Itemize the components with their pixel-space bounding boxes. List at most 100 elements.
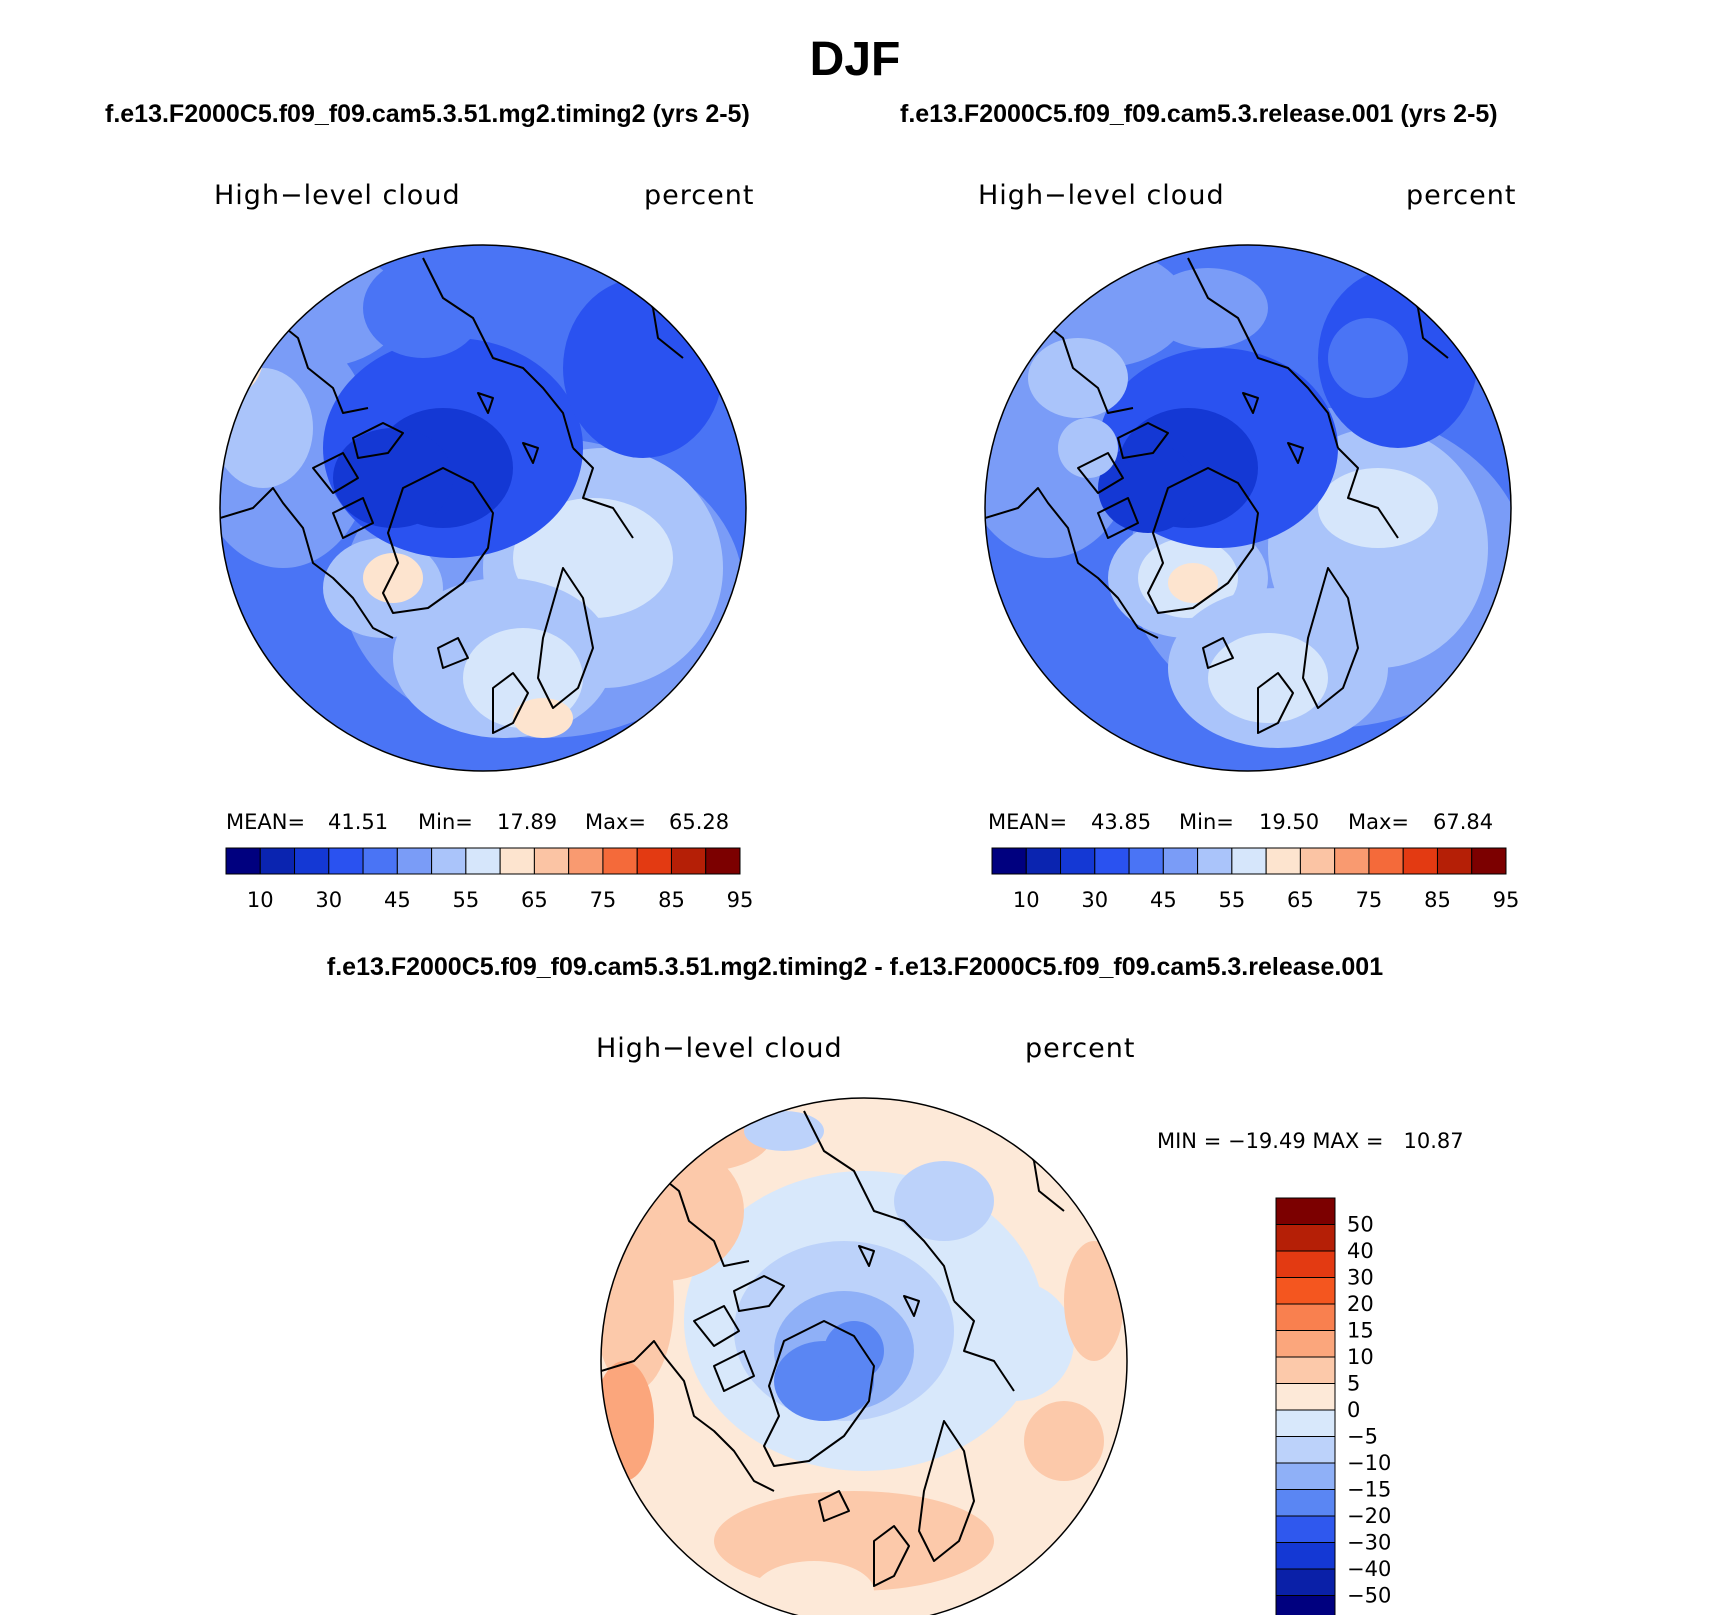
panel-2-colorbar-tick-label: 30: [1081, 888, 1108, 912]
difference-minmax-text: MIN = −19.49 MAX = 10.87: [1157, 1129, 1464, 1153]
panel-1-mean-value: 41.51: [328, 810, 389, 834]
panel-1-colorbar-box: [259, 847, 296, 875]
panel-1-colorbar-box: [670, 847, 707, 875]
difference-colorbar-box: [1275, 1356, 1336, 1384]
panel-2-map-contour-fill: [1148, 268, 1268, 348]
panel-1-min-value: 17.89: [497, 810, 558, 834]
panel-2-colorbar-tick-label: 75: [1356, 888, 1383, 912]
panel-2-colorbar-box: [1436, 847, 1473, 875]
difference-colorbar-tick-label: −50: [1347, 1584, 1391, 1608]
panel-1-colorbar-box: [568, 847, 604, 875]
panel-2-colorbar-tick-label: 95: [1493, 888, 1520, 912]
difference-colorbar-tick-label: 30: [1347, 1266, 1374, 1290]
difference-title: f.e13.F2000C5.f09_f09.cam5.3.51.mg2.timi…: [326, 953, 1384, 981]
panel-2-max-label: Max=: [1348, 810, 1410, 834]
panel-1-map-contour-fill: [563, 278, 723, 458]
panel-2-colorbar-tick-label: 45: [1150, 888, 1177, 912]
panel-1-mean-label: MEAN=: [226, 810, 306, 834]
panel-1-colorbar-tick-label: 10: [247, 888, 274, 912]
difference-colorbar-tick-label: 40: [1347, 1239, 1374, 1263]
difference-colorbar-box: [1275, 1568, 1336, 1596]
difference-colorbar-tick-label: 20: [1347, 1292, 1374, 1316]
panel-1-colorbar-box: [294, 847, 330, 875]
panel-2-colorbar-box: [991, 847, 1027, 875]
panel-2-map: [985, 245, 1511, 771]
difference-colorbar-box: [1275, 1277, 1336, 1305]
difference-colorbar-tick-label: −40: [1347, 1557, 1391, 1581]
panel-1-min-label: Min=: [418, 810, 473, 834]
panel-1-colorbar-tick-label: 30: [315, 888, 342, 912]
difference-map: [601, 1098, 1127, 1615]
panel-2-colorbar-box: [1128, 847, 1164, 875]
panel-2-colorbar-box: [1334, 847, 1370, 875]
panel-1-map-contour-fill: [363, 258, 483, 358]
difference-map-contour-fill: [824, 1321, 884, 1381]
difference-colorbar-tick-label: −10: [1347, 1451, 1391, 1475]
panel-1-colorbar-box: [225, 847, 261, 875]
panel-2-colorbar-tick-label: 55: [1218, 888, 1245, 912]
difference-colorbar-tick-label: −5: [1347, 1425, 1378, 1449]
panel-1-colorbar-box: [362, 847, 398, 875]
panel-2-units-label: percent: [1406, 180, 1517, 211]
panel-1-variable-label: High−level cloud: [214, 180, 461, 211]
difference-colorbar-box: [1275, 1409, 1336, 1437]
difference-map-contour-fill: [1024, 1401, 1104, 1481]
panel-1-colorbar-box: [705, 847, 741, 875]
difference-colorbar-box: [1275, 1224, 1336, 1252]
panel-1-map-contour-fill: [363, 553, 423, 603]
difference-colorbar-box: [1275, 1515, 1336, 1543]
panel-2-colorbar-tick-label: 10: [1013, 888, 1040, 912]
panel-2-case-title: f.e13.F2000C5.f09_f09.cam5.3.release.001…: [900, 100, 1498, 128]
panel-1-colorbar-box: [636, 847, 672, 875]
panel-2-mean-value: 43.85: [1091, 810, 1152, 834]
difference-map-contour-fill: [894, 1161, 994, 1241]
panel-1-colorbar-tick-label: 75: [590, 888, 617, 912]
panel-2-colorbar-tick-label: 85: [1424, 888, 1451, 912]
difference-colorbar-box: [1275, 1197, 1336, 1225]
difference-colorbar-tick-label: 15: [1347, 1319, 1374, 1343]
panel-2-map-contour-fill: [1028, 338, 1128, 418]
panel-2-colorbar-box: [1299, 847, 1336, 875]
difference-colorbar-box: [1275, 1383, 1336, 1411]
panel-1-case-title: f.e13.F2000C5.f09_f09.cam5.3.51.mg2.timi…: [105, 100, 750, 128]
panel-1-max-value: 65.28: [669, 810, 730, 834]
difference-map-contour-fill: [954, 1281, 1074, 1401]
panel-2-max-value: 67.84: [1433, 810, 1494, 834]
panel-1-map: [220, 245, 746, 771]
difference-map-contour-fill: [744, 1111, 824, 1151]
panel-2-colorbar-box: [1402, 847, 1438, 875]
panel-2-map-contour-fill: [1058, 418, 1118, 478]
panel-1-colorbar-tick-label: 85: [658, 888, 685, 912]
panel-1-map-contour-fill: [220, 368, 313, 488]
panel-1-colorbar-box: [431, 847, 467, 875]
panel-1-max-label: Max=: [585, 810, 647, 834]
panel-2-colorbar-box: [1471, 847, 1507, 875]
difference-colorbar-tick-label: 10: [1347, 1345, 1374, 1369]
panel-1-map-contour-fill: [333, 428, 453, 528]
panel-2-map-contour-fill: [1168, 563, 1218, 603]
panel-1-units-label: percent: [644, 180, 755, 211]
difference-colorbar-box: [1275, 1595, 1336, 1615]
panel-1-colorbar-tick-label: 45: [384, 888, 411, 912]
panel-1-colorbar-box: [465, 847, 501, 875]
panel-2-colorbar-box: [1368, 847, 1404, 875]
difference-colorbar-box: [1275, 1250, 1336, 1278]
panel-2-map-contour-fill: [1328, 318, 1408, 398]
difference-colorbar-box: [1275, 1303, 1336, 1331]
difference-colorbar-tick-label: −20: [1347, 1504, 1391, 1528]
difference-variable-label: High−level cloud: [596, 1033, 843, 1064]
difference-map-contour-fill: [1064, 1241, 1124, 1361]
difference-units-label: percent: [1025, 1033, 1136, 1064]
difference-map-contour-fill: [601, 1211, 674, 1391]
panel-2-colorbar-box: [1265, 847, 1301, 875]
panel-1-colorbar-box: [328, 847, 364, 875]
difference-colorbar-box: [1275, 1330, 1336, 1358]
difference-colorbar-tick-label: −15: [1347, 1478, 1391, 1502]
panel-1-colorbar-box: [396, 847, 433, 875]
difference-colorbar-box: [1275, 1542, 1336, 1570]
panel-2-colorbar-tick-label: 65: [1287, 888, 1314, 912]
panel-1-colorbar-box: [602, 847, 638, 875]
difference-colorbar-box: [1275, 1436, 1336, 1464]
panel-1-map-contour-fill: [220, 318, 263, 398]
